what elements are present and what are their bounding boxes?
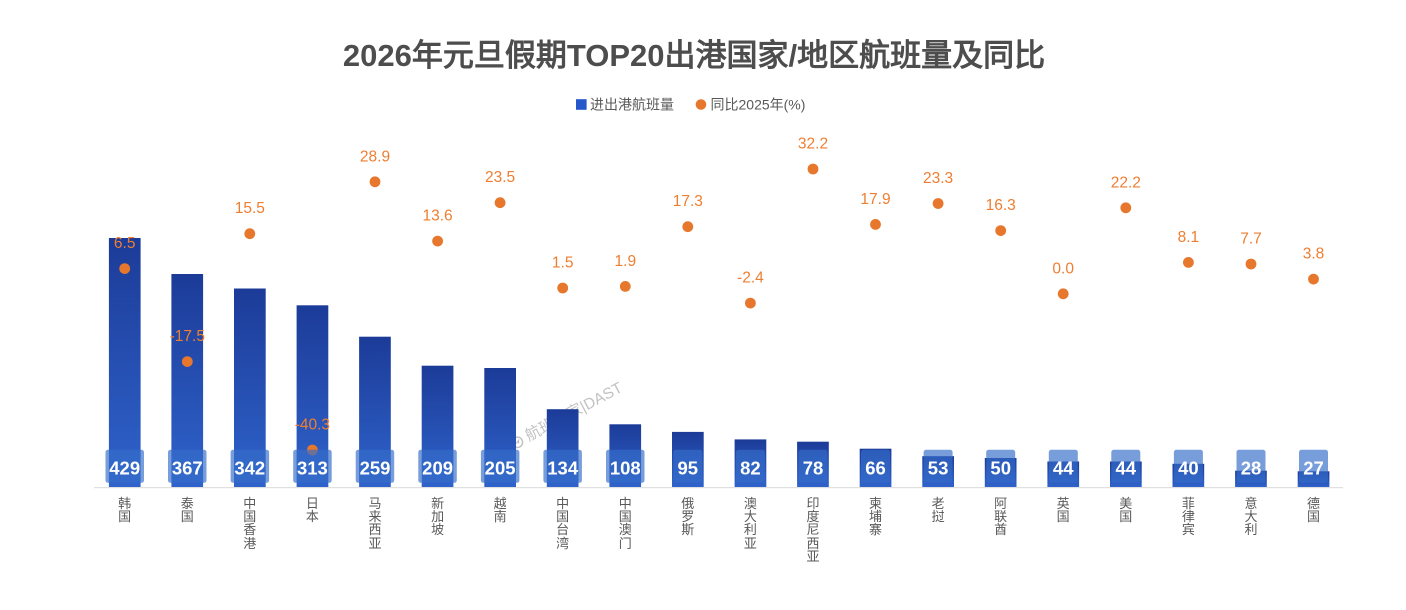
svg-text:-17.5: -17.5 <box>170 328 205 345</box>
svg-text:50: 50 <box>990 457 1011 478</box>
svg-text:15.5: 15.5 <box>235 200 265 217</box>
svg-text:16.3: 16.3 <box>986 197 1016 214</box>
svg-text:17.9: 17.9 <box>860 191 890 208</box>
svg-text:同比2025年(%): 同比2025年(%) <box>711 97 806 113</box>
svg-text:259: 259 <box>360 457 391 478</box>
svg-text:8.1: 8.1 <box>1178 229 1200 246</box>
svg-text:27: 27 <box>1303 457 1324 478</box>
svg-text:44: 44 <box>1053 457 1074 478</box>
svg-text:342: 342 <box>234 457 265 478</box>
svg-text:53: 53 <box>928 457 949 478</box>
svg-text:6.5: 6.5 <box>114 235 136 252</box>
svg-text:66: 66 <box>865 457 886 478</box>
svg-text:209: 209 <box>422 457 453 478</box>
svg-text:95: 95 <box>678 457 699 478</box>
svg-text:313: 313 <box>297 457 328 478</box>
svg-text:23.5: 23.5 <box>485 169 515 186</box>
svg-text:28: 28 <box>1241 457 1262 478</box>
svg-text:23.3: 23.3 <box>923 170 953 187</box>
svg-text:78: 78 <box>803 457 824 478</box>
svg-text:22.2: 22.2 <box>1111 174 1141 191</box>
svg-text:367: 367 <box>172 457 203 478</box>
svg-text:32.2: 32.2 <box>798 136 828 153</box>
svg-text:17.3: 17.3 <box>673 193 703 210</box>
svg-text:205: 205 <box>485 457 516 478</box>
svg-text:44: 44 <box>1116 457 1137 478</box>
svg-text:13.6: 13.6 <box>423 208 453 225</box>
svg-text:7.7: 7.7 <box>1240 231 1262 248</box>
svg-text:1.5: 1.5 <box>552 255 574 272</box>
svg-text:82: 82 <box>740 457 761 478</box>
svg-text:28.9: 28.9 <box>360 148 390 165</box>
svg-text:-40.3: -40.3 <box>295 417 330 434</box>
svg-text:-2.4: -2.4 <box>737 270 764 287</box>
svg-text:429: 429 <box>109 457 140 478</box>
svg-text:134: 134 <box>547 457 579 478</box>
svg-text:2026年元旦假期TOP20出港国家/地区航班量及同比: 2026年元旦假期TOP20出港国家/地区航班量及同比 <box>343 38 1045 73</box>
svg-text:进出港航班量: 进出港航班量 <box>590 97 674 113</box>
svg-text:0.0: 0.0 <box>1052 260 1074 277</box>
svg-text:40: 40 <box>1178 457 1199 478</box>
svg-text:1.9: 1.9 <box>615 253 637 270</box>
svg-text:3.8: 3.8 <box>1303 246 1325 263</box>
svg-text:108: 108 <box>610 457 641 478</box>
